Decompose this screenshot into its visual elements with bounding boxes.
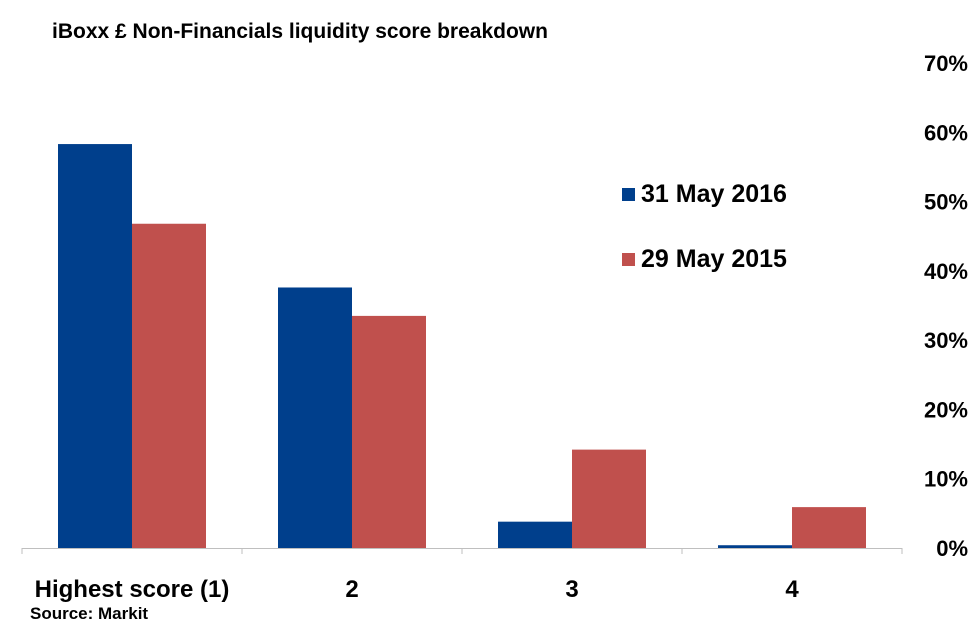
bar-2016-3 <box>498 521 572 548</box>
legend-item-2016: 31 May 2016 <box>622 180 787 209</box>
bar-2015-4 <box>792 507 866 548</box>
legend-swatch-2015 <box>622 253 635 266</box>
x-tick-label: 4 <box>785 576 799 603</box>
y-tick-label: 0% <box>936 536 968 561</box>
y-tick-label: 70% <box>924 51 968 76</box>
source-note: Source: Markit <box>30 604 149 623</box>
y-tick-label: 20% <box>924 397 968 422</box>
y-tick-label: 60% <box>924 120 968 145</box>
y-tick-label: 10% <box>924 467 968 492</box>
legend-item-2015: 29 May 2015 <box>622 245 787 274</box>
legend-label-2016: 31 May 2016 <box>641 180 787 208</box>
x-tick-label: Highest score (1) <box>35 576 230 603</box>
bar-2015-3 <box>572 449 646 548</box>
bar-2016-2 <box>278 287 352 548</box>
y-tick-label: 50% <box>924 190 968 215</box>
bar-2016-4 <box>718 545 792 548</box>
y-tick-label: 30% <box>924 328 968 353</box>
legend-swatch-2016 <box>622 188 635 201</box>
x-tick-label: 2 <box>345 576 358 603</box>
bar-2016-1 <box>58 144 132 549</box>
y-tick-label: 40% <box>924 259 968 284</box>
chart-title: iBoxx £ Non-Financials liquidity score b… <box>52 20 548 43</box>
bar-2015-2 <box>352 315 426 548</box>
legend-label-2015: 29 May 2015 <box>641 245 787 273</box>
bar-2015-1 <box>132 223 206 548</box>
x-tick-label: 3 <box>565 576 578 603</box>
